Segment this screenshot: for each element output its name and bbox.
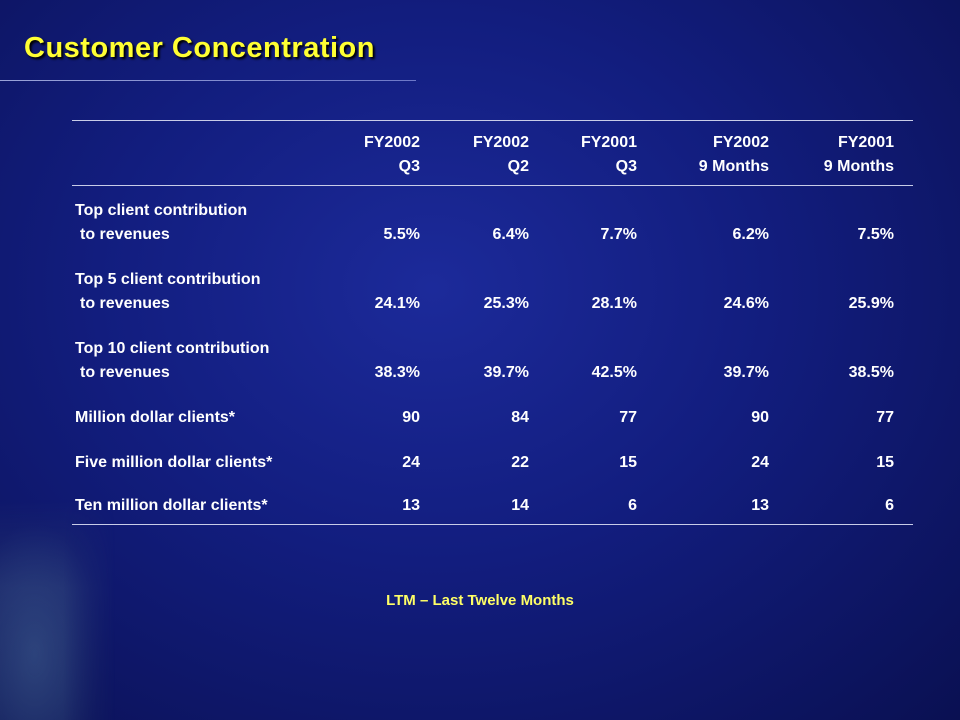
footnote: LTM – Last Twelve Months	[386, 592, 574, 609]
table-header-rule	[72, 185, 913, 186]
table-cell: 90	[751, 409, 769, 426]
row-label-five-million-dollar-clients: Five million dollar clients*	[75, 454, 273, 471]
table-cell: 42.5%	[591, 364, 637, 381]
table-cell: 24.1%	[374, 295, 420, 312]
table-cell: 15	[876, 454, 894, 471]
table-cell: 39.7%	[483, 364, 529, 381]
row-label-million-dollar-clients: Million dollar clients*	[75, 409, 236, 426]
table-cell: 7.7%	[600, 226, 637, 243]
row-label-top-client: Top client contribution to revenues	[75, 202, 248, 243]
title-divider	[0, 80, 416, 81]
table-cell: 25.9%	[848, 295, 894, 312]
row-label-top-10-client: Top 10 client contribution to revenues	[75, 340, 270, 381]
table-cell: 24	[751, 454, 769, 471]
table-cell: 28.1%	[591, 295, 637, 312]
column-header-fy2002-9-months: FY2002 9 Months	[698, 134, 769, 175]
table-cell: 6	[885, 497, 894, 514]
table-cell: 25.3%	[483, 295, 529, 312]
table-cell: 90	[402, 409, 420, 426]
table-cell: 7.5%	[857, 226, 894, 243]
column-header-fy2001-q3: FY2001 Q3	[580, 134, 637, 175]
table-cell: 13	[751, 497, 769, 514]
row-label-top-5-client: Top 5 client contribution to revenues	[75, 271, 261, 312]
column-header-fy2001-9-months: FY2001 9 Months	[823, 134, 894, 175]
table-cell: 39.7%	[723, 364, 769, 381]
table-cell: 6	[628, 497, 637, 514]
table-cell: 38.5%	[848, 364, 894, 381]
table-cell: 24	[402, 454, 420, 471]
table-cell: 5.5%	[383, 226, 420, 243]
table-cell: 14	[511, 497, 529, 514]
table-cell: 6.2%	[732, 226, 769, 243]
table-cell: 24.6%	[723, 295, 769, 312]
table-cell: 6.4%	[492, 226, 529, 243]
table-cell: 15	[619, 454, 637, 471]
table-cell: 77	[876, 409, 894, 426]
column-header-fy2002-q3: FY2002 Q3	[363, 134, 420, 175]
table-cell: 77	[619, 409, 637, 426]
row-label-ten-million-dollar-clients: Ten million dollar clients*	[75, 497, 268, 514]
page-title: Customer Concentration	[24, 32, 375, 64]
office-photo	[0, 500, 115, 720]
table-cell: 22	[511, 454, 529, 471]
table-cell: 38.3%	[374, 364, 420, 381]
table-bottom-rule	[72, 524, 913, 525]
table-cell: 13	[402, 497, 420, 514]
table-top-rule	[72, 120, 913, 121]
column-header-fy2002-q2: FY2002 Q2	[472, 134, 529, 175]
table-cell: 84	[511, 409, 529, 426]
